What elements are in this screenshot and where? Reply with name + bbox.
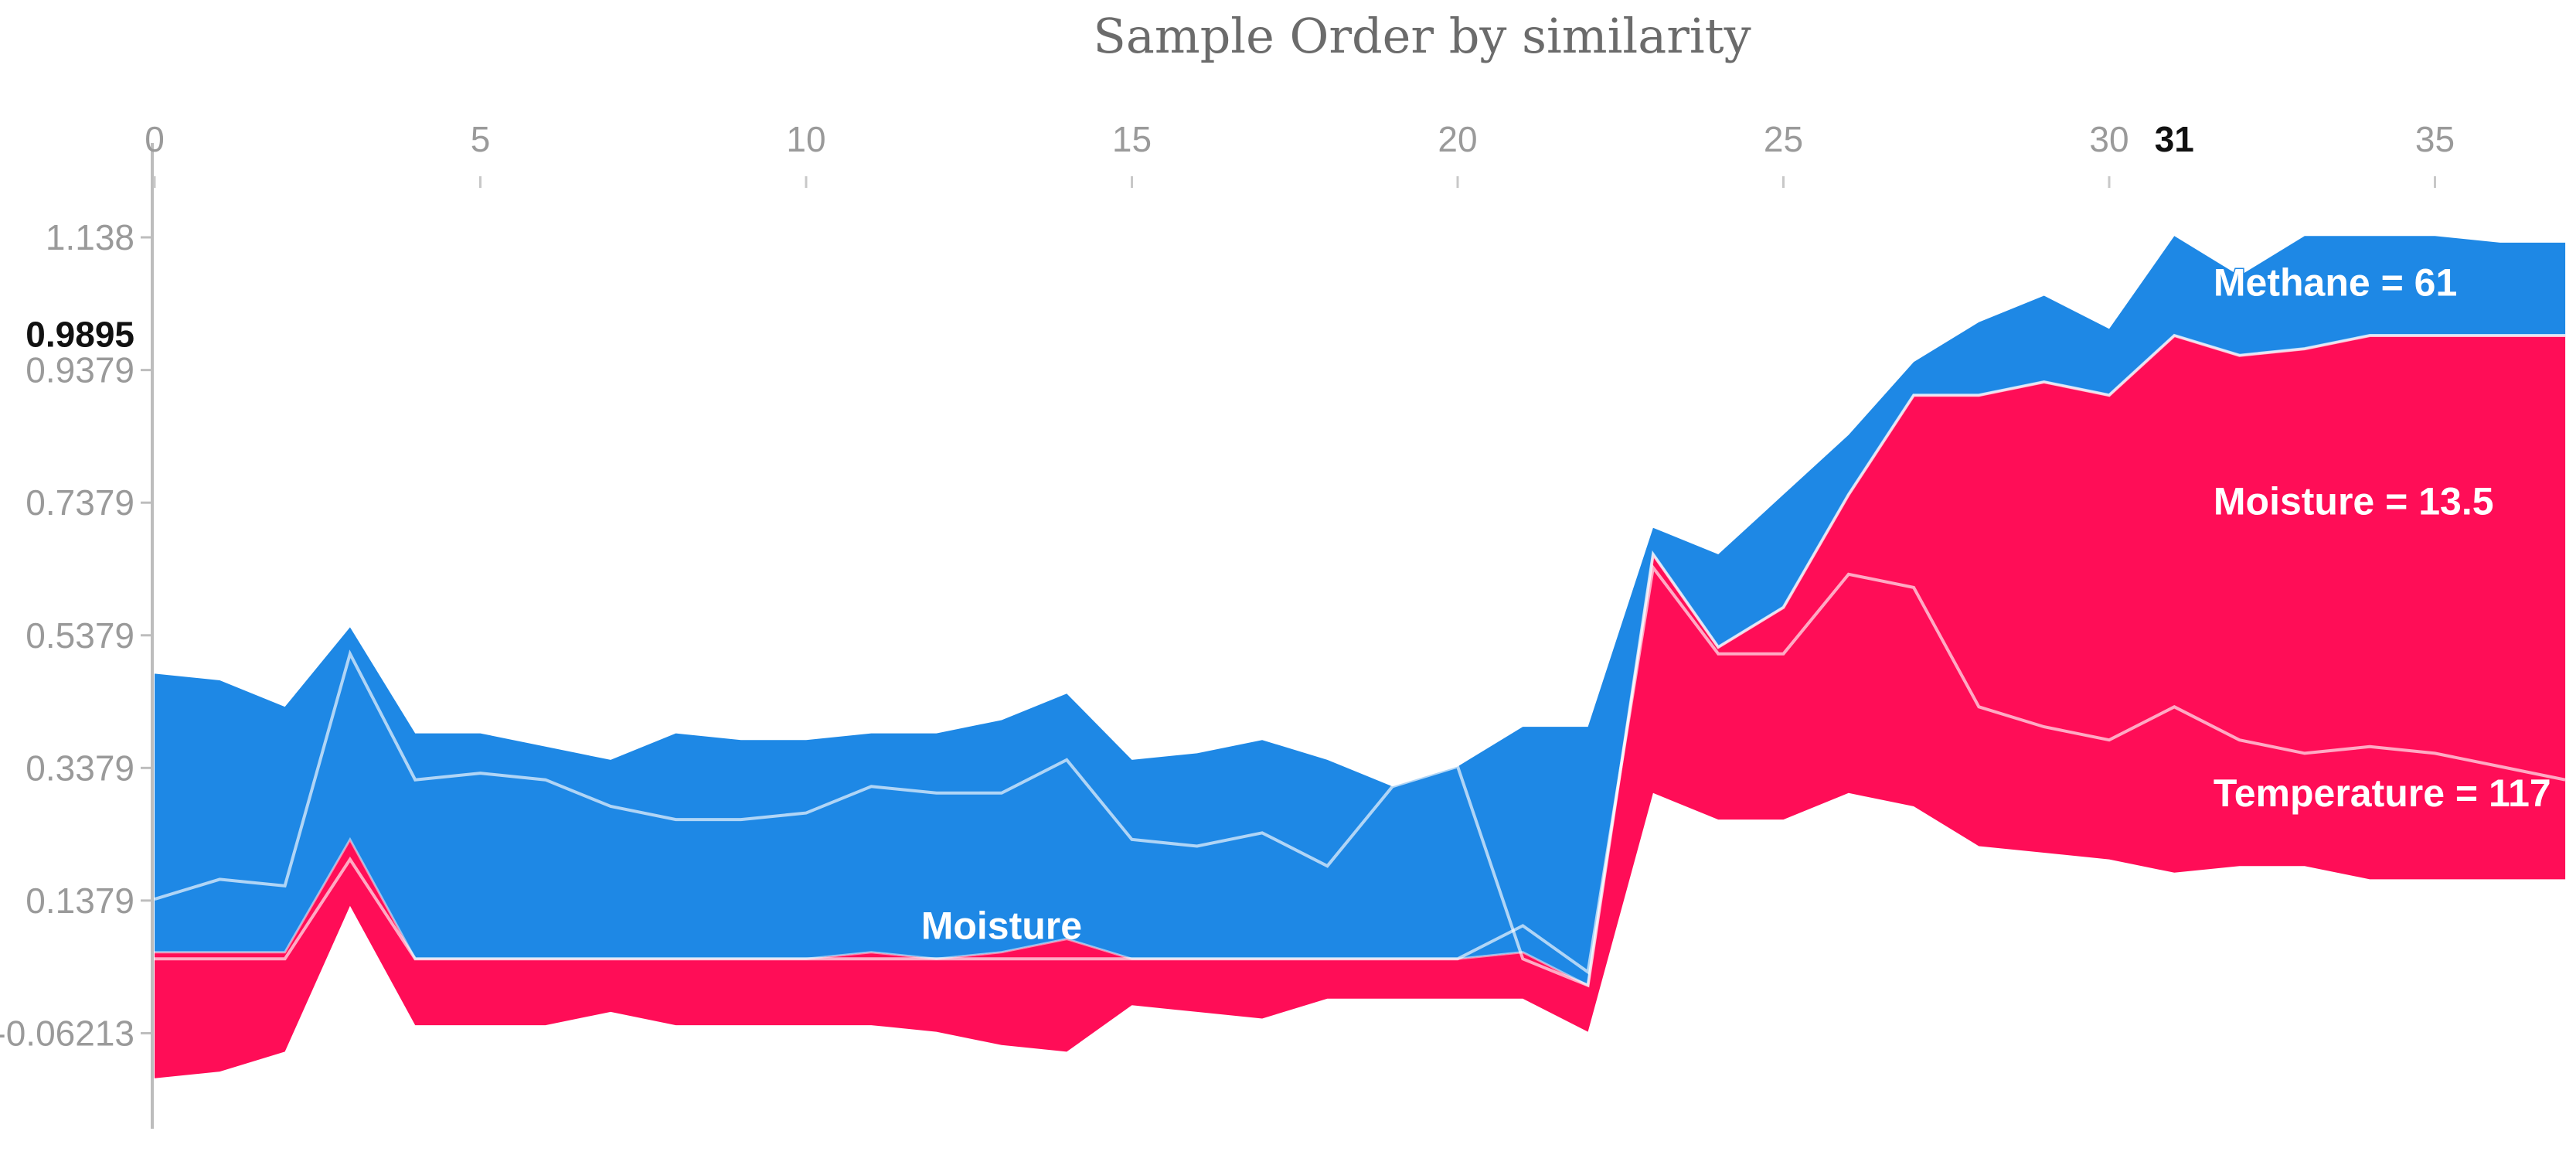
moisture-area [155,236,2566,986]
feature-label: Methane = 61 [2214,261,2457,304]
x-tick-label: 35 [2415,119,2455,159]
y-highlight-label: 0.9895 [26,314,134,354]
chart-lines [154,333,2566,988]
chart-axes: 0 5 10 15 20 25 30 35 31 1.138 0.9379 0.7379 0.5379 0… [0,119,2455,1129]
y-tick-label: 0.9379 [26,350,134,390]
y-tick-label: 0.1379 [26,881,134,921]
y-tick-label: 0.3379 [26,748,134,788]
x-tick-label: 20 [1438,119,1477,159]
chart-areas [155,236,2566,1078]
feature-label: Moisture = 13.5 [2214,479,2494,523]
feature-label: Temperature = 117 [2214,772,2551,815]
y-tick-label: 0.5379 [26,615,134,656]
chart-labels: Moisture Methane = 61 Moisture = 13.5 Tempe… [921,260,2552,948]
x-tick-label: 0 [145,119,165,159]
x-tick-label: 30 [2089,119,2129,159]
x-tick-label: 10 [786,119,825,159]
y-tick-label: 0.7379 [26,482,134,523]
boundary-line [155,334,2566,987]
x-tick-label: 25 [1764,119,1803,159]
y-tick-label: 1.138 [46,217,134,257]
feature-label: Moisture [921,904,1082,947]
x-highlight-label: 31 [2155,119,2194,159]
chart-title: Sample Order by similarity [1093,8,1751,64]
temperature-area [155,336,2566,1078]
x-tick-label: 15 [1112,119,1152,159]
y-tick-label: -0.06213 [0,1013,134,1053]
x-tick-label: 5 [471,119,491,159]
